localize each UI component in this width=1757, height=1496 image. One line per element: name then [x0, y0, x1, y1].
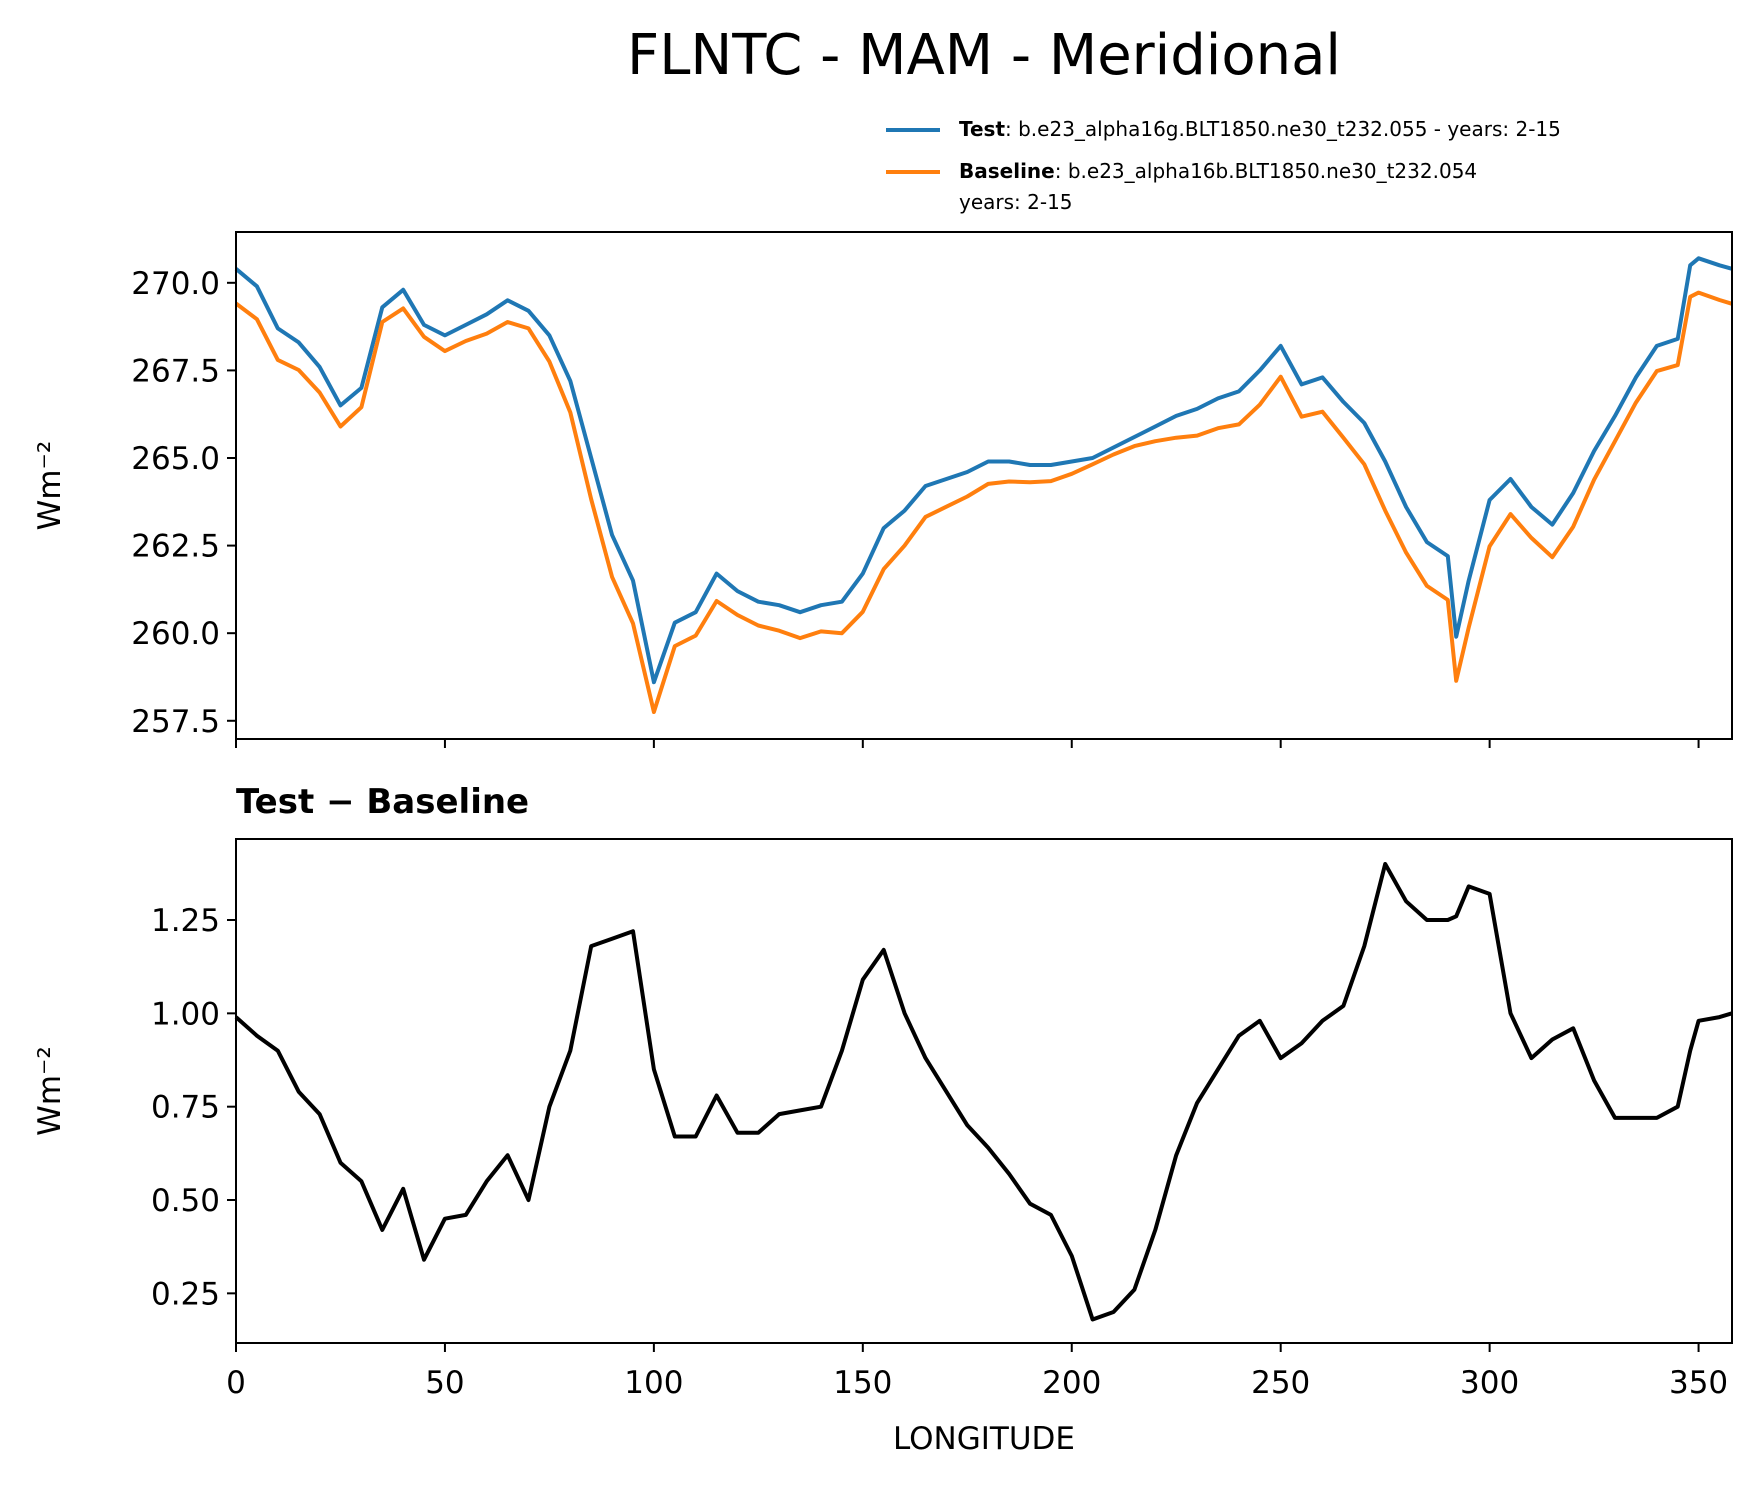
x-tick-label: 100 [624, 1365, 683, 1401]
x-axis-label: LONGITUDE [893, 1421, 1075, 1457]
y-tick-label: 0.75 [151, 1090, 220, 1126]
y-tick-label: 270.0 [131, 266, 220, 302]
y-tick-label: 265.0 [131, 441, 220, 477]
y-axis-label: Wm⁻² [32, 1046, 68, 1136]
legend-entry: Baseline: b.e23_alpha16b.BLT1850.ne30_t2… [959, 159, 1477, 183]
x-tick-label: 250 [1251, 1365, 1310, 1401]
data-line [234, 256, 1733, 685]
figure-title: FLNTC - MAM - Meridional [627, 23, 1341, 88]
axes-frame [235, 231, 1733, 740]
y-tick-label: 260.0 [131, 616, 220, 652]
y-axis-label: Wm⁻² [32, 441, 68, 531]
y-tick-label: 0.50 [151, 1183, 220, 1219]
legend-description: years: 2-15 [959, 190, 1073, 214]
legend-entry: Test: b.e23_alpha16g.BLT1850.ne30_t232.0… [959, 117, 1561, 141]
y-tick-label: 1.00 [151, 996, 220, 1032]
y-tick-label: 257.5 [131, 704, 220, 740]
data-line [234, 862, 1733, 1322]
y-tick-label: 0.25 [151, 1276, 220, 1312]
x-tick-label: 150 [833, 1365, 892, 1401]
x-tick-label: 200 [1042, 1365, 1101, 1401]
legend-name: Test [959, 117, 1005, 141]
legend-description: : b.e23_alpha16b.BLT1850.ne30_t232.054 [1055, 159, 1477, 183]
x-tick-label: 300 [1460, 1365, 1519, 1401]
y-tick-label: 1.25 [151, 903, 220, 939]
legend-name: Baseline [959, 159, 1055, 183]
panel-subtitle: Test − Baseline [236, 782, 529, 822]
data-line [234, 290, 1733, 714]
x-tick-label: 350 [1669, 1365, 1728, 1401]
y-tick-label: 262.5 [131, 529, 220, 565]
legend-description: : b.e23_alpha16g.BLT1850.ne30_t232.055 -… [1005, 117, 1561, 141]
x-tick-label: 50 [425, 1365, 464, 1401]
y-tick-label: 267.5 [131, 353, 220, 389]
x-tick-label: 0 [226, 1365, 246, 1401]
axes-frame [235, 838, 1733, 1344]
